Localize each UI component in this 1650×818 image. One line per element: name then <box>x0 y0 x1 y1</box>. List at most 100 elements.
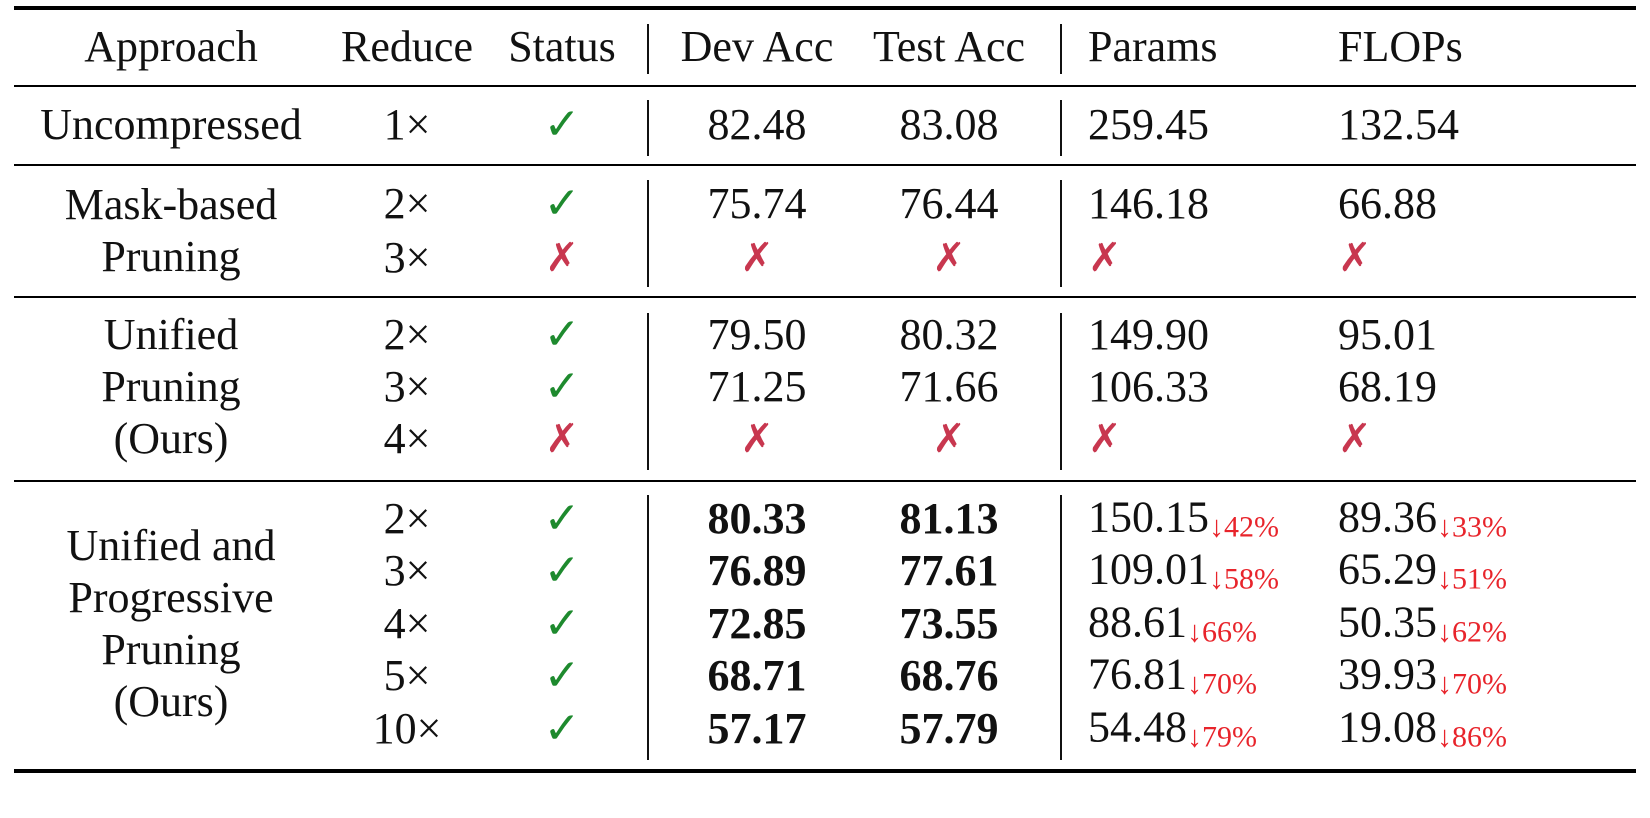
params-reduction-percent: ↓70% <box>1187 667 1257 701</box>
test-acc-value: 81.13 <box>899 494 999 543</box>
dev-acc-value: 79.50 <box>707 310 807 359</box>
approach-label-line: Pruning <box>101 625 241 674</box>
flops-number: 89.36 <box>1338 492 1437 542</box>
dev-acc-value: 57.17 <box>707 704 807 753</box>
params-number: 150.15 <box>1088 492 1209 542</box>
cross-icon: ✗ <box>932 235 966 281</box>
approach-label-line: Pruning <box>101 232 241 281</box>
params-number: 106.33 <box>1088 362 1209 411</box>
approach-label-line: Pruning <box>101 362 241 411</box>
check-icon: ✓ <box>543 650 581 701</box>
params-value: 149.90 <box>1088 313 1209 357</box>
flops-value: 95.01 <box>1338 313 1437 357</box>
cross-icon: ✗ <box>740 416 774 462</box>
flops-value: 66.88 <box>1338 182 1437 226</box>
flops-value: 68.19 <box>1338 365 1437 409</box>
test-acc-value: 77.61 <box>899 546 999 595</box>
approach-label-line: Uncompressed <box>40 100 302 149</box>
reduce-factor: 2× <box>383 310 431 359</box>
test-acc-value: 76.44 <box>899 179 999 228</box>
test-acc-value: 71.66 <box>899 362 999 411</box>
approach-label-line: Unified and <box>66 521 276 570</box>
reduce-factor: 3× <box>383 233 431 282</box>
params-number: ✗ <box>1088 235 1122 281</box>
params-value: 106.33 <box>1088 365 1209 409</box>
flops-number: 39.93 <box>1338 649 1437 699</box>
flops-value: 50.35↓62% <box>1338 600 1507 647</box>
params-reduction-percent: ↓58% <box>1209 562 1279 596</box>
params-value: 259.45 <box>1088 103 1209 147</box>
reduce-factor: 4× <box>383 599 431 648</box>
top-rule <box>14 6 1636 10</box>
params-value: 150.15↓42% <box>1088 495 1279 542</box>
column-divider-1 <box>647 180 649 287</box>
header-test-acc: Test Acc <box>872 22 1026 71</box>
flops-number: 50.35 <box>1338 597 1437 647</box>
check-icon: ✓ <box>543 545 581 596</box>
flops-number: 19.08 <box>1338 702 1437 752</box>
header-divider-2 <box>1060 24 1062 74</box>
column-divider-2 <box>1060 313 1062 470</box>
flops-reduction-percent: ↓70% <box>1437 667 1507 701</box>
cross-icon: ✗ <box>1338 419 1372 459</box>
reduce-factor: 3× <box>383 362 431 411</box>
params-number: 88.61 <box>1088 597 1187 647</box>
dev-acc-value: 72.85 <box>707 599 807 648</box>
flops-number: 68.19 <box>1338 362 1437 411</box>
params-reduction-percent: ↓79% <box>1187 720 1257 754</box>
reduce-factor: 2× <box>383 179 431 228</box>
header-approach: Approach <box>84 22 258 71</box>
approach-label-line: Progressive <box>68 573 274 622</box>
cross-icon: ✗ <box>545 235 579 281</box>
header-reduce: Reduce <box>341 22 473 71</box>
flops-value: 65.29↓51% <box>1338 547 1507 594</box>
header-flops: FLOPs <box>1338 22 1463 71</box>
params-number: 54.48 <box>1088 702 1187 752</box>
params-number: 146.18 <box>1088 179 1209 228</box>
dev-acc-value: 75.74 <box>707 179 807 228</box>
test-acc-value: 80.32 <box>899 310 999 359</box>
flops-number: 66.88 <box>1338 179 1437 228</box>
flops-value: 89.36↓33% <box>1338 495 1507 542</box>
cross-icon: ✗ <box>740 235 774 281</box>
params-number: ✗ <box>1088 416 1122 462</box>
flops-reduction-percent: ↓86% <box>1437 720 1507 754</box>
flops-number: 65.29 <box>1338 544 1437 594</box>
flops-number: 132.54 <box>1338 100 1459 149</box>
cross-icon: ✗ <box>1088 419 1122 459</box>
flops-number: ✗ <box>1338 416 1372 462</box>
group-rule-1 <box>14 164 1636 166</box>
approach-label-line: (Ours) <box>113 414 229 463</box>
flops-reduction-percent: ↓51% <box>1437 562 1507 596</box>
params-reduction-percent: ↓42% <box>1209 510 1279 544</box>
dev-acc-value: 68.71 <box>707 651 807 700</box>
approach-label-line: Mask-based <box>64 180 278 229</box>
header-status: Status <box>508 22 616 71</box>
reduce-factor: 4× <box>383 414 431 463</box>
test-acc-value: 68.76 <box>899 651 999 700</box>
column-divider-2 <box>1060 100 1062 156</box>
flops-reduction-percent: ↓62% <box>1437 615 1507 649</box>
check-icon: ✓ <box>543 361 581 412</box>
params-number: 259.45 <box>1088 100 1209 149</box>
params-value: 88.61↓66% <box>1088 600 1257 647</box>
cross-icon: ✗ <box>1088 238 1122 278</box>
header-params: Params <box>1088 22 1218 71</box>
test-acc-value: 73.55 <box>899 599 999 648</box>
cross-icon: ✗ <box>1338 238 1372 278</box>
approach-label-line: Unified <box>103 310 239 359</box>
bottom-rule <box>14 769 1636 773</box>
test-acc-value: 57.79 <box>899 704 999 753</box>
reduce-factor: 3× <box>383 546 431 595</box>
check-icon: ✓ <box>543 493 581 544</box>
reduce-factor: 10× <box>372 704 442 753</box>
params-number: 109.01 <box>1088 544 1209 594</box>
flops-number: ✗ <box>1338 235 1372 281</box>
column-divider-2 <box>1060 495 1062 760</box>
dev-acc-value: 71.25 <box>707 362 807 411</box>
reduce-factor: 2× <box>383 494 431 543</box>
flops-number: 95.01 <box>1338 310 1437 359</box>
params-reduction-percent: ↓66% <box>1187 615 1257 649</box>
check-icon: ✓ <box>543 309 581 360</box>
params-number: 76.81 <box>1088 649 1187 699</box>
